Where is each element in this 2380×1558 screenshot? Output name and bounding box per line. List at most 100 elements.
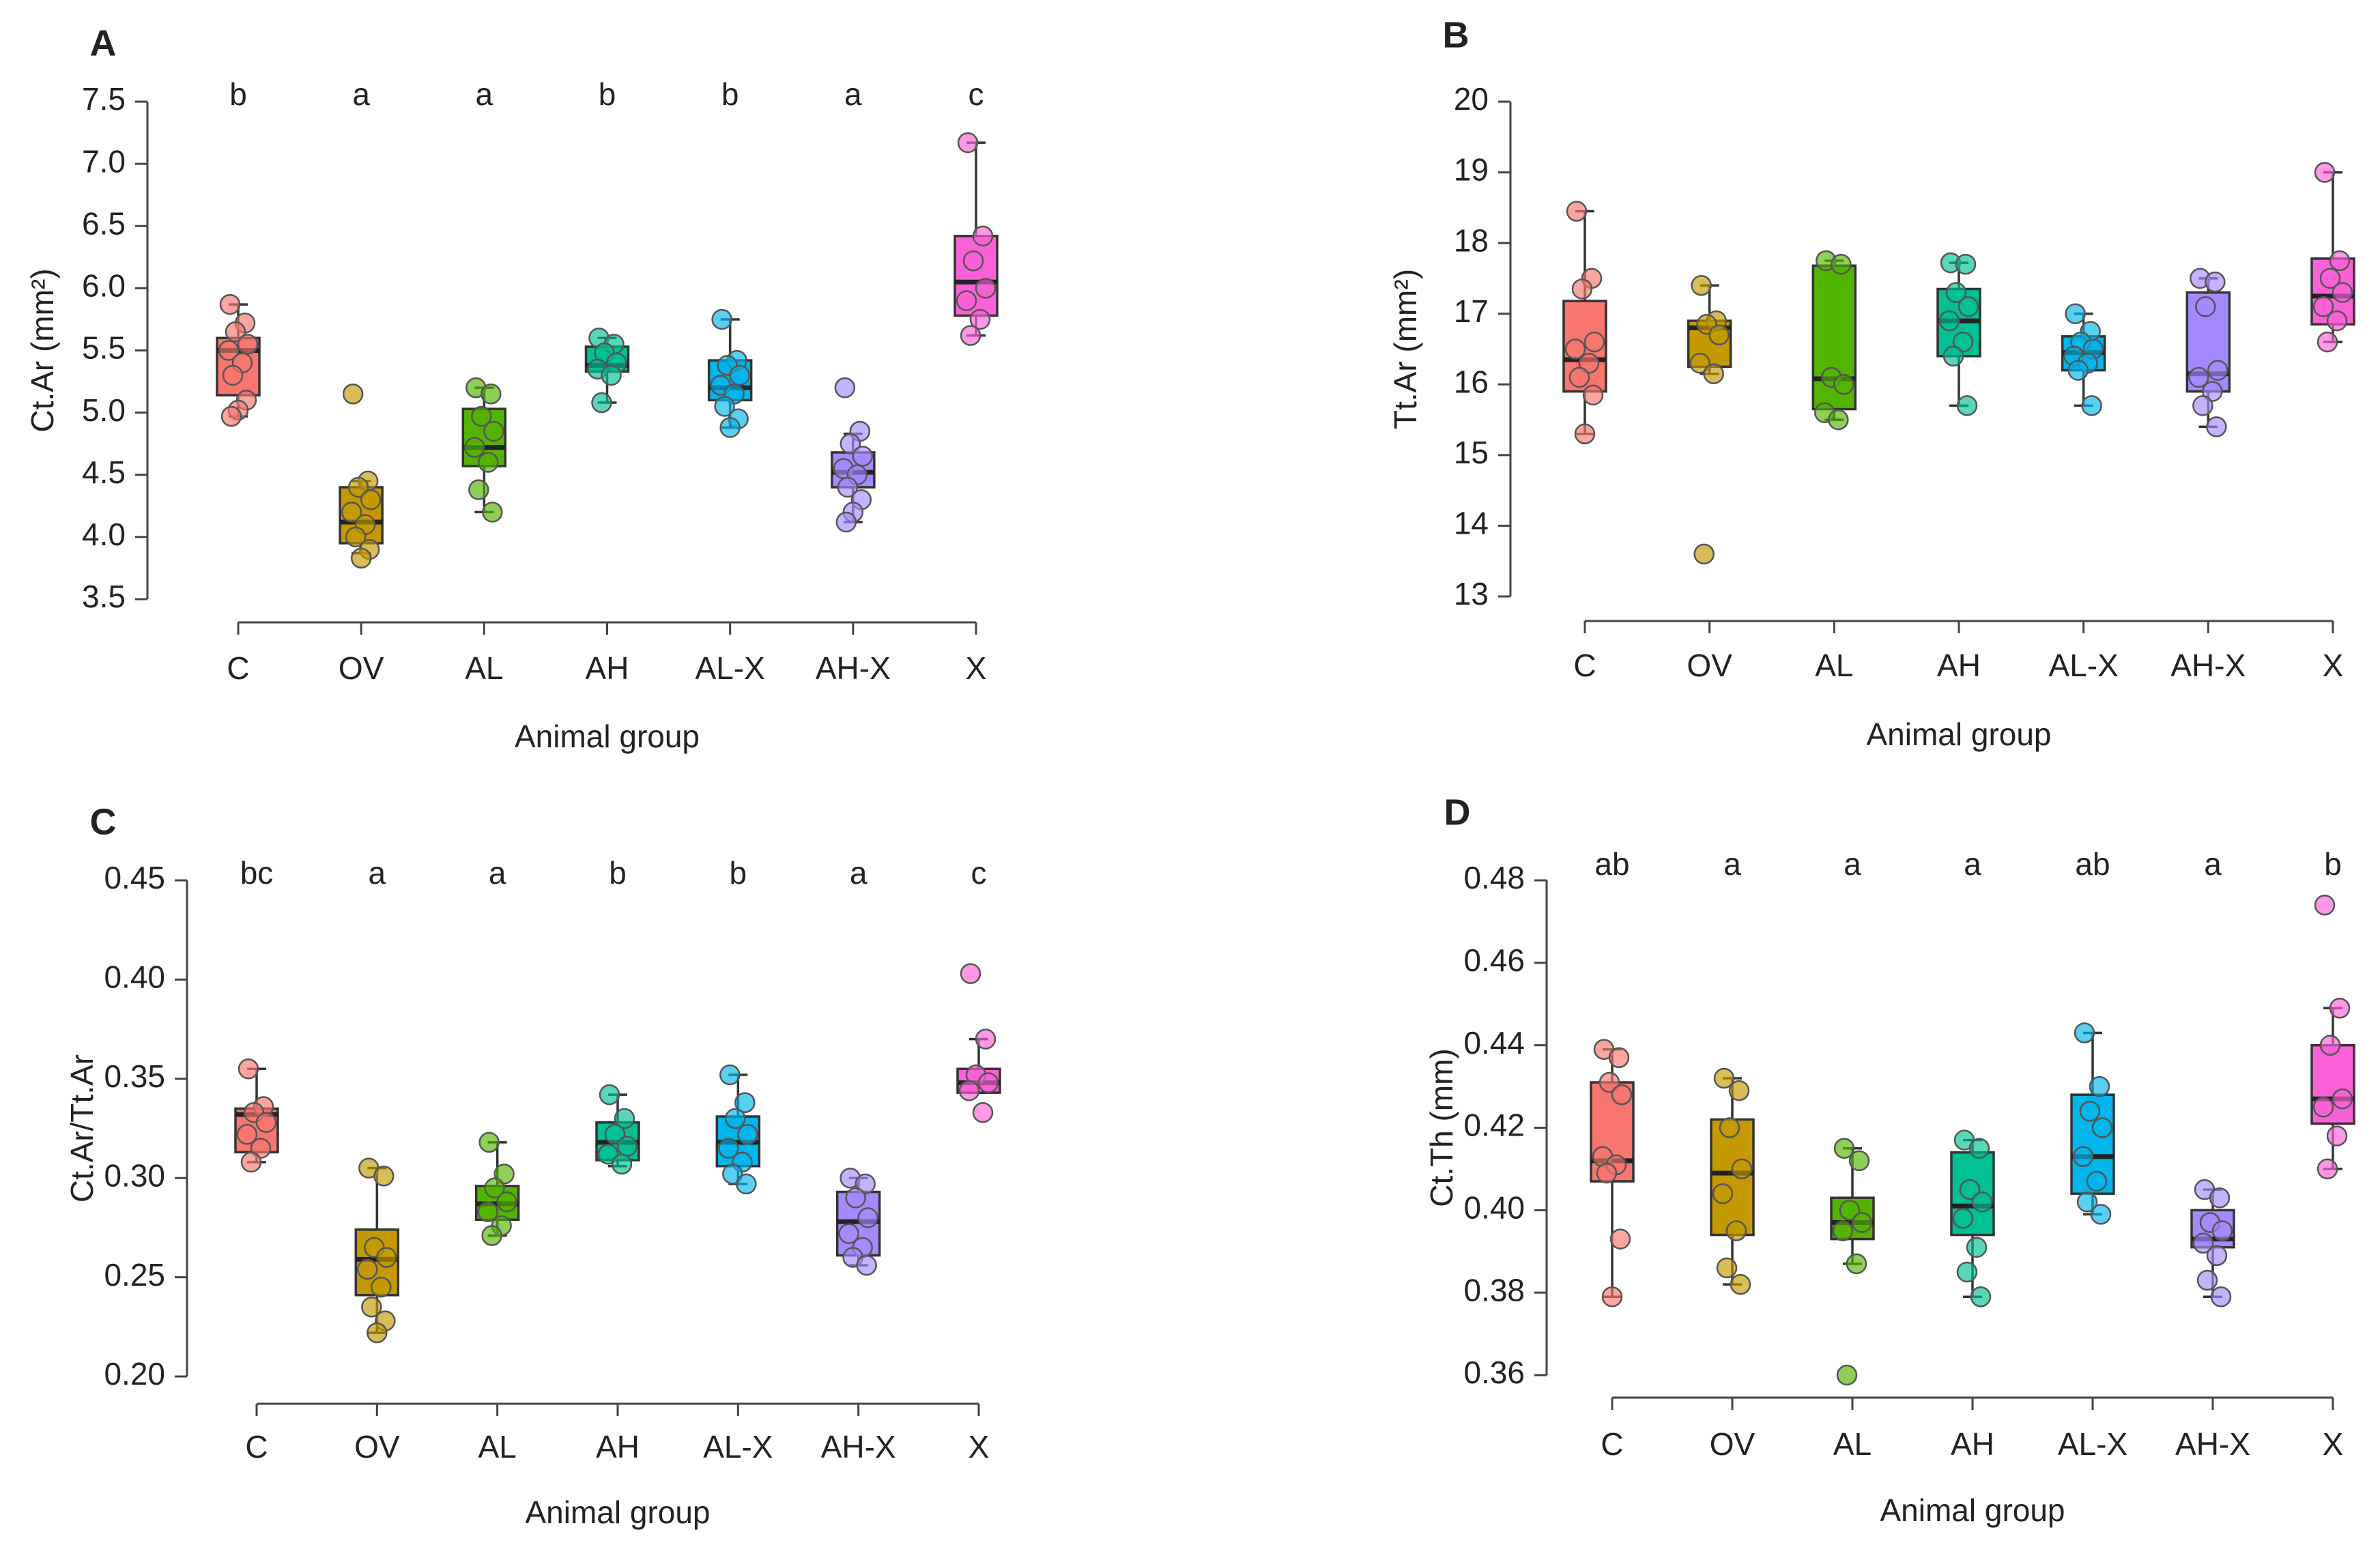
data-point — [1598, 1071, 1620, 1093]
data-point — [1956, 395, 1978, 416]
y-tick-label: 16 — [1454, 364, 1489, 399]
significance-letter: a — [1844, 846, 1861, 882]
data-point — [958, 1080, 980, 1101]
significance-letter: a — [352, 76, 370, 112]
data-point — [220, 405, 242, 427]
data-point — [725, 1108, 746, 1129]
data-point — [350, 547, 372, 569]
y-tick-label: 0.38 — [1463, 1272, 1525, 1308]
data-point — [373, 1166, 395, 1187]
data-point — [1942, 345, 1964, 367]
y-tick-label: 5.5 — [82, 330, 126, 366]
data-point — [481, 1225, 502, 1246]
data-point — [737, 1123, 758, 1145]
panel-label: B — [1443, 14, 1469, 55]
data-point — [2326, 310, 2348, 332]
panel: C 0.20 0.25 0.30 0.35 0.40 0.45 Ct.Ar/Tt.Ar Anim… — [64, 801, 1001, 1530]
data-point — [834, 377, 856, 399]
data-point — [2210, 1286, 2232, 1308]
x-tick-label: OV — [1687, 648, 1732, 683]
x-tick-label: C — [1573, 648, 1596, 683]
data-point — [2072, 1146, 2094, 1168]
data-point — [957, 132, 979, 154]
significance-letter: a — [489, 855, 506, 891]
data-point — [591, 392, 612, 414]
x-tick-label: OV — [1710, 1426, 1755, 1462]
x-tick-label: AH — [1951, 1426, 1994, 1462]
y-tick-label: 0.46 — [1463, 942, 1525, 978]
x-tick-label: C — [245, 1429, 268, 1465]
data-point — [1833, 374, 1854, 395]
y-tick-label: 18 — [1454, 222, 1489, 258]
y-tick-label: 6.5 — [82, 205, 126, 241]
data-point — [1693, 543, 1715, 565]
data-point — [2317, 331, 2338, 353]
y-tick-label: 15 — [1454, 435, 1489, 470]
data-point — [1713, 1067, 1735, 1089]
x-tick-label: OV — [339, 650, 384, 686]
data-point — [718, 1138, 739, 1159]
x-axis-title: Animal group — [1880, 1492, 2065, 1528]
panel: B 13 14 15 16 17 18 19 20 Tt.Ar (mm²) Animal group… — [1388, 14, 2355, 752]
data-point — [2076, 1192, 2098, 1213]
data-point — [342, 384, 364, 405]
data-point — [960, 963, 981, 984]
data-point — [219, 293, 241, 315]
x-tick-label: X — [2323, 648, 2344, 683]
y-tick-label: 5.0 — [82, 392, 126, 428]
data-point — [2207, 360, 2228, 381]
data-point — [361, 1296, 382, 1318]
data-point — [1719, 1117, 1740, 1138]
data-point — [2202, 381, 2223, 402]
x-tick-label: AH — [1937, 648, 1981, 683]
data-point — [238, 1058, 259, 1080]
data-point — [347, 476, 369, 498]
data-point — [852, 446, 874, 467]
data-point — [478, 1131, 500, 1153]
significance-letter: a — [2204, 846, 2222, 882]
data-point — [845, 1187, 866, 1209]
data-point — [1952, 331, 1974, 353]
data-point — [956, 290, 977, 311]
significance-letter: bc — [240, 855, 274, 891]
data-point — [714, 396, 735, 417]
data-point — [2067, 360, 2089, 381]
data-point — [345, 526, 367, 548]
data-point — [1945, 282, 1967, 303]
data-point — [1574, 423, 1596, 445]
y-tick-label: 0.48 — [1463, 860, 1525, 895]
y-tick-label: 3.5 — [82, 579, 126, 614]
panel-label: D — [1444, 792, 1471, 833]
data-point — [477, 1201, 498, 1222]
data-point — [614, 1108, 635, 1129]
data-point — [1832, 1220, 1854, 1241]
data-point — [1568, 366, 1590, 388]
data-point — [1601, 1286, 1623, 1308]
data-point — [222, 364, 244, 386]
data-point — [1708, 324, 1730, 346]
x-tick-label: AL-X — [2058, 1426, 2127, 1462]
data-point — [1938, 310, 1960, 332]
data-point — [977, 1072, 999, 1093]
data-point — [2329, 998, 2351, 1019]
data-point — [1966, 1237, 1988, 1258]
data-point — [240, 1151, 262, 1173]
y-tick-label: 0.45 — [104, 860, 165, 895]
data-point — [616, 1136, 638, 1157]
y-axis-title: Ct.Th (mm) — [1424, 1048, 1459, 1207]
data-point — [972, 225, 994, 247]
data-point — [1608, 1047, 1630, 1069]
panel: A 3.5 4.0 4.5 5.0 5.5 6.0 6.5 7.0 7.5 Ct.Ar (mm²) A… — [25, 23, 999, 754]
x-tick-label: X — [966, 650, 987, 686]
x-axis-title: Animal group — [1866, 717, 2051, 752]
significance-letter: b — [721, 76, 739, 112]
data-point — [1828, 409, 1849, 431]
data-point — [2319, 268, 2341, 289]
significance-letter: b — [229, 76, 247, 112]
x-tick-label: AL — [465, 650, 503, 686]
data-point — [857, 1207, 878, 1228]
data-point — [729, 364, 750, 386]
y-tick-label: 7.0 — [82, 143, 126, 179]
data-point — [736, 1173, 757, 1195]
significance-letter: a — [850, 855, 868, 891]
